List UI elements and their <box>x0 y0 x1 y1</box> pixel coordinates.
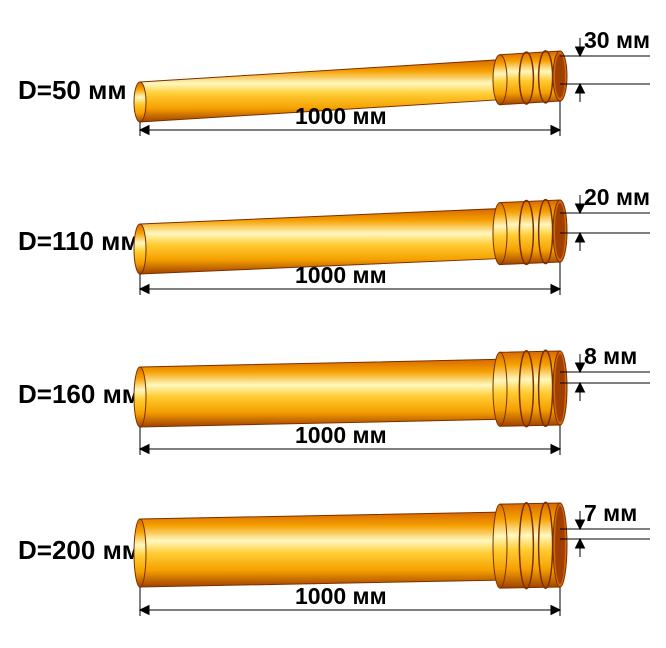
length-label: 1000 мм <box>295 422 387 449</box>
pipe <box>134 502 567 588</box>
length-label: 1000 мм <box>295 583 387 610</box>
length-label: 1000 мм <box>295 103 387 130</box>
drop-label: 7 мм <box>584 500 637 527</box>
pipe <box>134 350 567 427</box>
drop-label: 8 мм <box>584 343 637 370</box>
pipe-diagram <box>0 20 666 150</box>
drop-label: 20 мм <box>584 184 650 211</box>
length-label: 1000 мм <box>295 262 387 289</box>
drop-label: 30 мм <box>584 27 650 54</box>
